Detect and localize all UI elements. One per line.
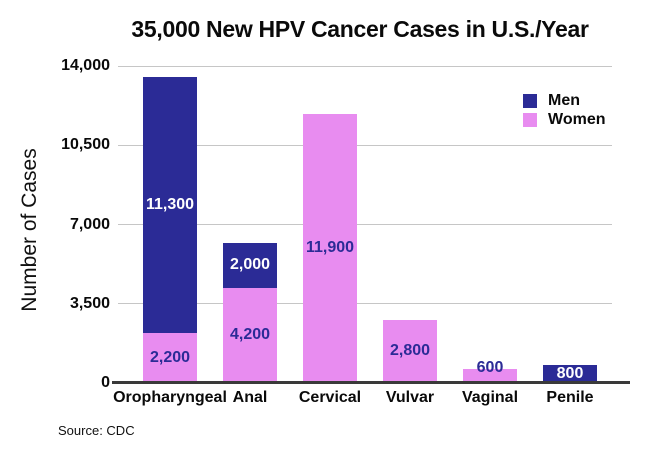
men-color-swatch [523, 93, 537, 108]
gridline-3500 [118, 303, 612, 305]
category-label-oropharyngeal: Oropharyngeal [113, 389, 227, 406]
men-value-label: 800 [556, 364, 584, 382]
y-tick-label: 14,000 [61, 57, 110, 74]
men-value-label: 11,300 [145, 196, 195, 214]
category-label-vulvar: Vulvar [385, 389, 435, 406]
women-value-label: 600 [476, 359, 504, 377]
y-tick-label: 7,000 [69, 215, 110, 233]
chart-title: 35,000 New HPV Cancer Cases in U.S./Year [131, 16, 589, 42]
category-label-anal: Anal [232, 389, 268, 406]
bar-anal: 2,000 4,200 [223, 242, 277, 383]
gridline-7000 [118, 224, 612, 225]
legend: Men Women [523, 91, 605, 129]
category-label-vaginal: Vaginal [461, 389, 519, 406]
men-segment [543, 364, 597, 383]
men-value-label: 2,000 [229, 256, 271, 274]
x-axis-line [112, 381, 630, 384]
y-tick-label: 3,500 [69, 294, 110, 312]
y-tick-label: 0 [101, 374, 110, 391]
y-tick-label: 10,500 [61, 136, 110, 154]
category-label-cervical: Cervical [298, 389, 362, 406]
bar-oropharyngeal: 11,300 2,200 [143, 77, 197, 383]
source-note: Source: CDC [58, 423, 135, 438]
bar-vulvar: 2,800 [383, 319, 437, 383]
men-segment [143, 77, 197, 334]
women-value-label: 2,800 [389, 342, 431, 360]
bar-penile: 800 [543, 364, 597, 383]
women-color-swatch [523, 112, 537, 127]
women-segment [303, 113, 357, 383]
men-segment [223, 242, 277, 288]
legend-label-men: Men [548, 92, 580, 109]
women-segment [383, 319, 437, 383]
women-segment [463, 369, 517, 383]
bar-vaginal: 600 [463, 359, 517, 383]
legend-item-men: Men [523, 91, 605, 110]
legend-item-women: Women [523, 110, 605, 129]
women-segment [223, 287, 277, 383]
category-label-penile: Penile [546, 389, 594, 406]
women-value-label: 11,900 [305, 239, 355, 257]
women-value-label: 4,200 [229, 326, 271, 344]
gridline-14000 [118, 65, 612, 67]
women-segment [143, 333, 197, 383]
bar-cervical: 11,900 [303, 113, 357, 383]
gridline-10500 [118, 144, 612, 146]
women-value-label: 2,200 [149, 349, 191, 367]
legend-label-women: Women [548, 111, 606, 128]
plot-area: 11,300 2,200 2,000 4,200 11,900 2,800 600 800 [115, 65, 612, 383]
